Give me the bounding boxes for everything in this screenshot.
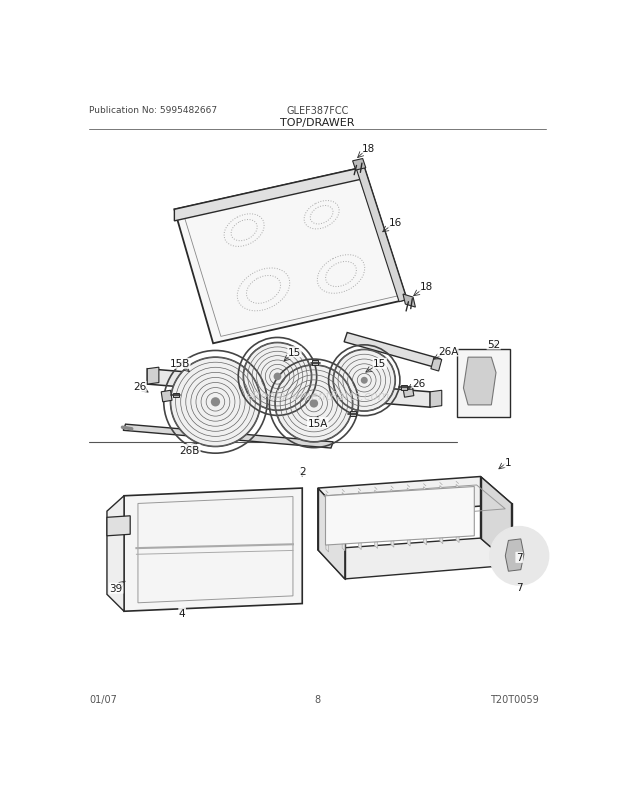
Polygon shape [174, 168, 365, 221]
Polygon shape [350, 412, 356, 416]
Text: 2: 2 [299, 467, 306, 476]
Polygon shape [326, 487, 474, 545]
Polygon shape [458, 350, 510, 418]
Text: 52: 52 [487, 339, 500, 350]
Text: 18: 18 [361, 144, 374, 153]
Text: 01/07: 01/07 [89, 694, 117, 704]
Text: Publication No: 5995482667: Publication No: 5995482667 [89, 106, 217, 115]
Polygon shape [342, 493, 345, 551]
Polygon shape [431, 358, 441, 371]
Polygon shape [403, 387, 414, 398]
Text: 26: 26 [133, 382, 146, 392]
Polygon shape [123, 424, 334, 448]
Circle shape [334, 350, 396, 411]
Text: 18: 18 [420, 282, 433, 292]
Polygon shape [312, 361, 319, 366]
Polygon shape [403, 294, 415, 308]
Text: 8: 8 [315, 694, 321, 704]
Circle shape [244, 343, 312, 411]
Polygon shape [124, 488, 303, 611]
Text: GLEF387FCC: GLEF387FCC [286, 106, 349, 115]
Polygon shape [326, 494, 329, 553]
Polygon shape [174, 168, 407, 344]
Polygon shape [148, 367, 159, 385]
Polygon shape [353, 160, 366, 171]
Text: 26B: 26B [180, 445, 200, 455]
Polygon shape [505, 539, 524, 572]
Polygon shape [344, 333, 440, 368]
Polygon shape [407, 488, 410, 546]
Circle shape [361, 377, 368, 384]
Polygon shape [463, 358, 496, 405]
Text: 7: 7 [516, 582, 523, 592]
Polygon shape [148, 369, 430, 407]
Text: 26A: 26A [438, 346, 458, 357]
Polygon shape [374, 491, 378, 549]
Text: 15B: 15B [170, 358, 190, 369]
Polygon shape [317, 488, 345, 579]
Polygon shape [172, 393, 179, 398]
Polygon shape [440, 486, 443, 544]
Text: 16: 16 [389, 218, 402, 228]
Polygon shape [456, 484, 459, 543]
Polygon shape [480, 477, 511, 565]
Text: 7: 7 [516, 553, 523, 563]
Polygon shape [317, 538, 512, 579]
Circle shape [211, 398, 220, 407]
Polygon shape [391, 489, 394, 548]
Circle shape [309, 399, 318, 408]
Text: eReplacementParts.com: eReplacementParts.com [246, 390, 390, 403]
Circle shape [275, 366, 353, 443]
Text: 15A: 15A [308, 418, 328, 428]
Text: T20T0059: T20T0059 [490, 694, 539, 704]
Circle shape [490, 527, 549, 585]
Polygon shape [317, 477, 512, 517]
Text: 26: 26 [412, 378, 425, 388]
Polygon shape [356, 168, 407, 302]
Text: 15: 15 [373, 358, 386, 369]
Polygon shape [107, 496, 124, 611]
Polygon shape [423, 487, 427, 545]
Text: 1: 1 [504, 457, 511, 468]
Circle shape [170, 358, 260, 447]
Polygon shape [161, 391, 172, 403]
Polygon shape [430, 391, 441, 407]
Polygon shape [358, 492, 361, 550]
Text: 4: 4 [179, 608, 185, 618]
Polygon shape [401, 386, 407, 390]
Circle shape [273, 373, 281, 381]
Text: 15: 15 [288, 347, 301, 358]
Text: 39: 39 [110, 583, 123, 593]
Polygon shape [107, 516, 130, 536]
Text: TOP/DRAWER: TOP/DRAWER [280, 118, 355, 128]
